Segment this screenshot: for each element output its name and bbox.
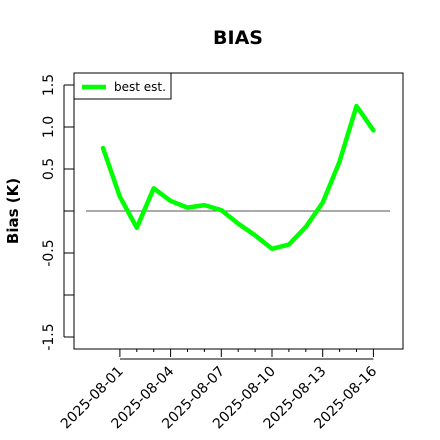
data-point [338,159,342,164]
data-point [185,206,190,210]
data-point [135,226,139,230]
y-tick-label: -0.5 [41,239,57,266]
chart-title: BIAS [213,27,263,49]
data-point [253,233,257,237]
data-point [219,208,223,212]
y-tick-label: 0.5 [41,158,57,180]
legend-label: best est. [114,80,166,94]
y-tick-label: 1.5 [41,74,57,96]
data-point [236,222,240,226]
data-point [152,186,156,190]
data-point [101,146,105,150]
data-point [304,225,308,229]
data-point [169,199,173,203]
series-line-best-est [100,103,376,252]
data-point [354,104,359,108]
y-axis-label: Bias (K) [4,178,22,244]
y-axis: -1.5 -0.5 0.5 1.0 1.5 [41,74,74,351]
data-point [270,247,274,251]
data-point [202,203,206,207]
data-point [287,243,291,247]
legend: best est. [73,72,172,100]
series-points [101,104,375,251]
data-point [118,195,122,199]
data-point [321,201,325,205]
y-tick-label: -1.5 [41,323,57,350]
data-point [371,128,375,132]
y-tick-label: 1.0 [41,116,57,138]
x-axis: 2025-08-012025-08-042025-08-072025-08-10… [58,349,380,432]
